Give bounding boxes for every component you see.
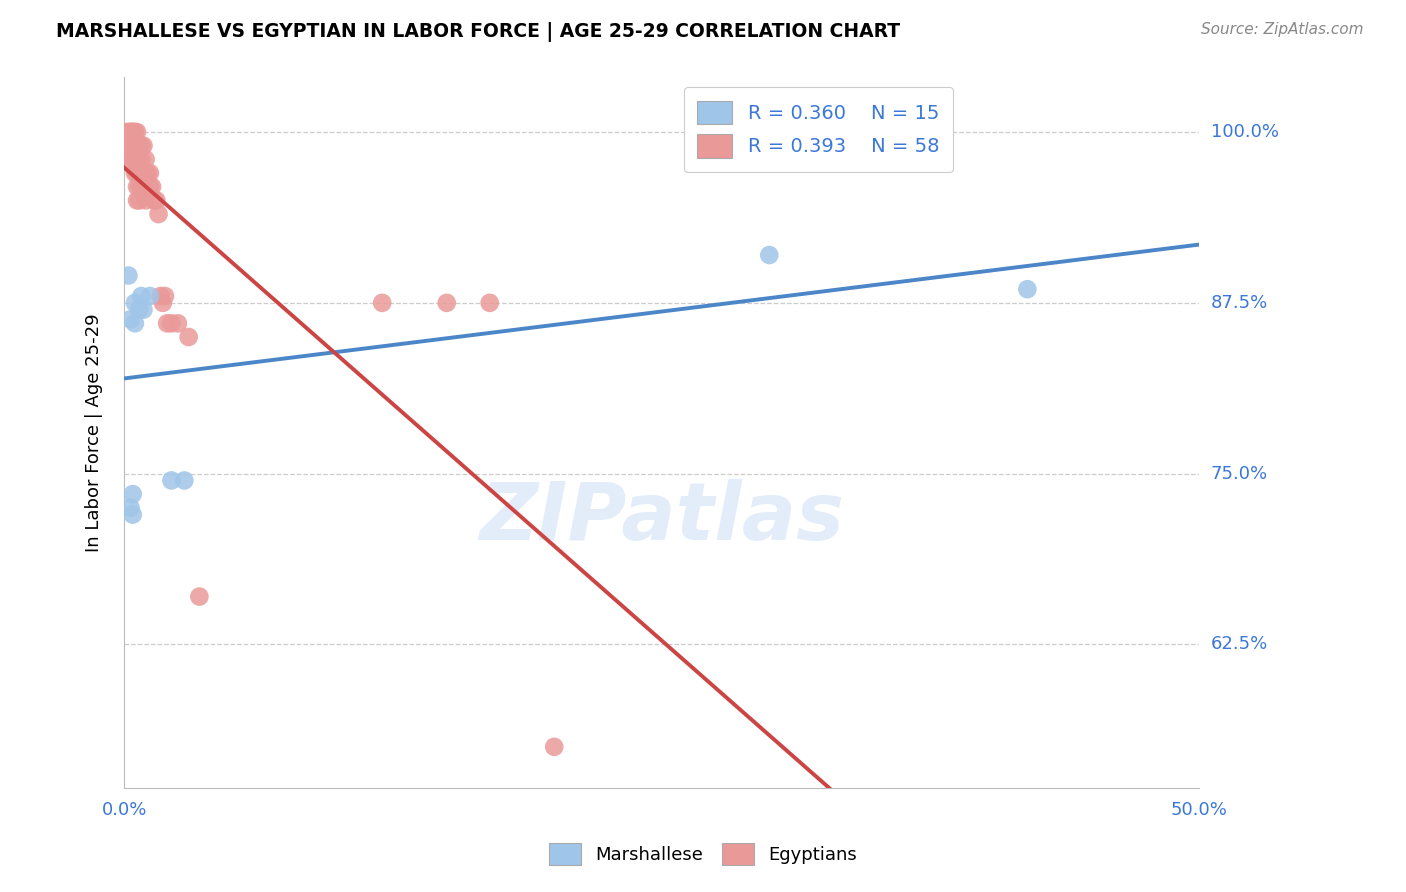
Point xyxy=(152,296,174,310)
Point xyxy=(160,316,183,330)
Point xyxy=(135,153,157,167)
Point xyxy=(177,330,200,344)
Text: 75.0%: 75.0% xyxy=(1211,465,1268,483)
Text: MARSHALLESE VS EGYPTIAN IN LABOR FORCE | AGE 25-29 CORRELATION CHART: MARSHALLESE VS EGYPTIAN IN LABOR FORCE |… xyxy=(56,22,900,42)
Point xyxy=(1017,282,1039,296)
Point xyxy=(124,138,146,153)
Point xyxy=(141,179,163,194)
Text: Source: ZipAtlas.com: Source: ZipAtlas.com xyxy=(1201,22,1364,37)
Point xyxy=(149,289,172,303)
Point xyxy=(139,166,162,180)
Point xyxy=(121,125,143,139)
Point xyxy=(125,153,148,167)
Point xyxy=(128,166,150,180)
Point xyxy=(188,590,211,604)
Text: 100.0%: 100.0% xyxy=(1211,123,1278,141)
Point xyxy=(128,302,150,317)
Point xyxy=(121,125,143,139)
Point xyxy=(131,179,153,194)
Point xyxy=(156,316,179,330)
Point xyxy=(128,179,150,194)
Point xyxy=(135,194,157,208)
Point xyxy=(124,316,146,330)
Point xyxy=(131,153,153,167)
Point xyxy=(145,194,167,208)
Point xyxy=(124,125,146,139)
Point xyxy=(124,296,146,310)
Point xyxy=(121,508,143,522)
Point xyxy=(120,138,142,153)
Point xyxy=(128,153,150,167)
Point xyxy=(124,153,146,167)
Point xyxy=(132,166,155,180)
Point xyxy=(117,125,139,139)
Point xyxy=(125,138,148,153)
Point xyxy=(132,302,155,317)
Point xyxy=(120,125,142,139)
Point xyxy=(167,316,190,330)
Point xyxy=(136,166,159,180)
Point xyxy=(121,153,143,167)
Point xyxy=(125,166,148,180)
Text: 87.5%: 87.5% xyxy=(1211,293,1268,312)
Point xyxy=(120,125,142,139)
Point xyxy=(124,166,146,180)
Point xyxy=(120,312,142,326)
Point xyxy=(125,125,148,139)
Point xyxy=(120,125,142,139)
Point xyxy=(758,248,780,262)
Point xyxy=(543,739,565,754)
Point xyxy=(173,474,195,488)
Point xyxy=(436,296,458,310)
Point xyxy=(128,138,150,153)
Legend: R = 0.360    N = 15, R = 0.393    N = 58: R = 0.360 N = 15, R = 0.393 N = 58 xyxy=(683,87,953,171)
Point xyxy=(128,194,150,208)
Point xyxy=(121,125,143,139)
Point xyxy=(153,289,176,303)
Point xyxy=(131,138,153,153)
Point xyxy=(121,487,143,501)
Point xyxy=(117,138,139,153)
Text: ZIPatlas: ZIPatlas xyxy=(479,479,844,557)
Point xyxy=(120,500,142,515)
Point xyxy=(160,474,183,488)
Point xyxy=(121,138,143,153)
Point xyxy=(139,179,162,194)
Point xyxy=(148,207,170,221)
Point xyxy=(139,289,162,303)
Point xyxy=(117,268,139,283)
Point xyxy=(131,289,153,303)
Point xyxy=(117,125,139,139)
Point xyxy=(371,296,394,310)
Text: 62.5%: 62.5% xyxy=(1211,635,1268,653)
Point xyxy=(125,194,148,208)
Point xyxy=(478,296,501,310)
Point xyxy=(120,153,142,167)
Point xyxy=(115,125,138,139)
Y-axis label: In Labor Force | Age 25-29: In Labor Force | Age 25-29 xyxy=(86,313,103,552)
Point xyxy=(132,179,155,194)
Point xyxy=(135,166,157,180)
Point xyxy=(143,194,166,208)
Point xyxy=(125,179,148,194)
Legend: Marshallese, Egyptians: Marshallese, Egyptians xyxy=(541,836,865,872)
Point xyxy=(124,125,146,139)
Point xyxy=(132,138,155,153)
